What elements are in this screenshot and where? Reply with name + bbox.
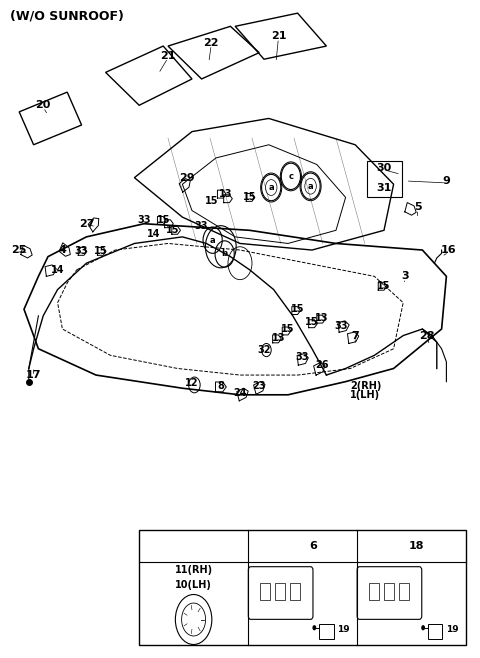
Text: 6: 6 xyxy=(309,541,317,551)
Bar xyxy=(260,583,271,599)
Text: 5: 5 xyxy=(414,202,421,213)
Text: 33: 33 xyxy=(296,351,309,362)
Bar xyxy=(384,583,394,599)
Text: 23: 23 xyxy=(252,381,266,392)
Bar xyxy=(290,583,300,599)
Text: a: a xyxy=(210,236,216,245)
Text: 32: 32 xyxy=(257,345,271,355)
Bar xyxy=(319,624,334,639)
Text: 19: 19 xyxy=(446,625,458,634)
Text: b: b xyxy=(261,542,267,550)
Text: 14: 14 xyxy=(147,228,160,239)
Circle shape xyxy=(312,625,316,630)
Text: 17: 17 xyxy=(26,370,41,380)
Text: 31: 31 xyxy=(376,182,392,193)
Text: 15: 15 xyxy=(243,192,256,203)
Text: 13: 13 xyxy=(219,189,232,199)
Text: 19: 19 xyxy=(337,625,349,634)
Text: 15: 15 xyxy=(377,281,391,291)
Text: 7: 7 xyxy=(351,330,359,341)
Text: 25: 25 xyxy=(12,245,27,255)
Text: c: c xyxy=(371,542,376,550)
Text: c: c xyxy=(288,172,293,181)
Text: 2(RH): 2(RH) xyxy=(350,381,382,392)
Text: 30: 30 xyxy=(376,163,392,173)
Text: 3: 3 xyxy=(402,271,409,282)
Bar xyxy=(428,624,443,639)
Text: 14: 14 xyxy=(51,265,64,275)
Text: 16: 16 xyxy=(441,245,456,255)
Text: b: b xyxy=(222,249,228,259)
Text: 28: 28 xyxy=(420,330,435,341)
Text: 1(LH): 1(LH) xyxy=(350,390,381,400)
Text: 10(LH): 10(LH) xyxy=(175,580,212,590)
Text: 29: 29 xyxy=(180,172,195,183)
Bar xyxy=(275,583,286,599)
Text: a: a xyxy=(268,183,274,192)
Text: a: a xyxy=(308,182,313,191)
Text: a: a xyxy=(164,542,169,550)
Bar xyxy=(139,530,466,645)
Text: 15: 15 xyxy=(166,225,180,236)
Text: 22: 22 xyxy=(204,38,219,48)
Text: 13: 13 xyxy=(272,332,285,343)
Text: 15: 15 xyxy=(204,195,218,206)
Text: 26: 26 xyxy=(315,360,328,370)
Text: 12: 12 xyxy=(185,378,199,388)
Text: 27: 27 xyxy=(79,218,94,229)
Text: 4: 4 xyxy=(59,245,66,255)
Text: 21: 21 xyxy=(271,31,286,41)
Text: (W/O SUNROOF): (W/O SUNROOF) xyxy=(10,10,123,23)
Text: 11(RH): 11(RH) xyxy=(175,565,213,575)
Text: 15: 15 xyxy=(305,317,319,328)
Bar xyxy=(399,583,409,599)
Text: 33: 33 xyxy=(195,220,208,231)
Bar xyxy=(369,583,379,599)
Text: 15: 15 xyxy=(291,304,304,315)
Text: 33: 33 xyxy=(75,246,88,257)
Text: 18: 18 xyxy=(409,541,424,551)
Text: 24: 24 xyxy=(233,388,247,398)
Text: 15: 15 xyxy=(281,324,295,334)
Text: 21: 21 xyxy=(160,51,176,61)
Text: 8: 8 xyxy=(217,381,224,392)
Text: 13: 13 xyxy=(315,313,328,323)
Text: 20: 20 xyxy=(36,100,51,111)
Text: 15: 15 xyxy=(156,215,170,226)
Text: 15: 15 xyxy=(94,246,108,257)
Text: 33: 33 xyxy=(137,215,151,226)
Circle shape xyxy=(421,625,425,630)
Text: 9: 9 xyxy=(443,176,450,186)
Text: 33: 33 xyxy=(334,320,348,331)
